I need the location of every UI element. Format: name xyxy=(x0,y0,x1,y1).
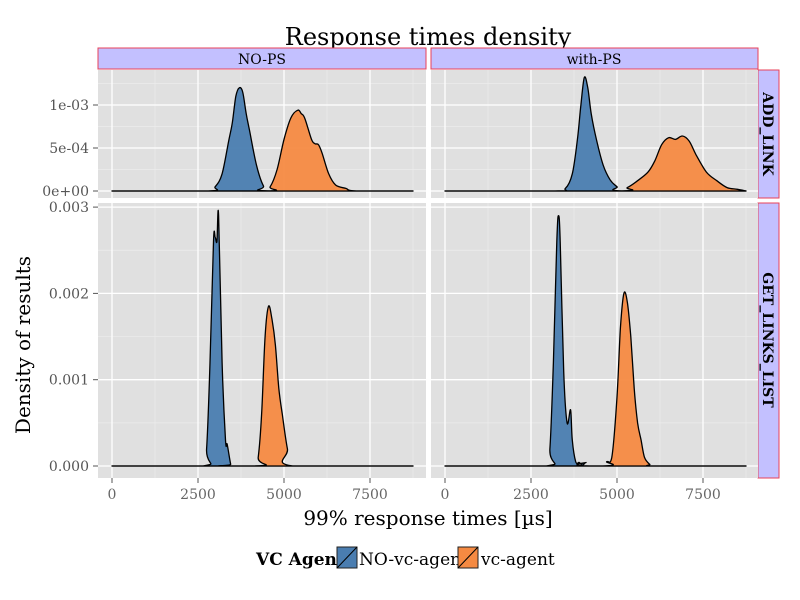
legend-key-slash xyxy=(457,546,479,569)
density-area-vc-agent xyxy=(444,291,747,467)
x-tick-label: 5000 xyxy=(599,487,635,503)
y-tick-label: 0.003 xyxy=(49,200,89,216)
density-area-no-vc-agent xyxy=(444,76,747,192)
x-tick-label: 7500 xyxy=(352,487,388,503)
facet-strip-label-col-0: NO-PS xyxy=(238,52,286,68)
chart-title: Response times density xyxy=(285,23,572,51)
panel-background xyxy=(98,70,426,198)
panel-add_link-with-ps xyxy=(431,70,758,198)
density-area-vc-agent xyxy=(444,135,747,192)
y-axis-label: Density of results xyxy=(11,256,35,434)
density-area-no-vc-agent xyxy=(111,209,414,467)
x-tick-label: 0 xyxy=(108,487,117,503)
facet-strip-col-0 xyxy=(97,47,427,70)
legend-label-vc-agent: vc-agent xyxy=(480,550,555,570)
facet-strip-label-row-0: ADD_LINK xyxy=(759,91,775,176)
density-area-no-vc-agent xyxy=(111,86,414,192)
y-tick-label: 1e-03 xyxy=(49,98,89,114)
facet-strip-label-col-1: with-PS xyxy=(567,52,622,68)
facet-strip-label-row-1: GET_LINKS_LIST xyxy=(759,272,775,408)
density-area-vc-agent xyxy=(111,305,414,467)
panel-background xyxy=(431,203,758,478)
density-area-vc-agent xyxy=(111,109,414,192)
y-tick-label: 0e+00 xyxy=(42,184,89,200)
y-tick-label: 5e-04 xyxy=(49,141,89,157)
legend-label-no-vc-agent: NO-vc-agent xyxy=(359,550,468,570)
facet-strip-col-1 xyxy=(430,47,759,70)
density-area-no-vc-agent xyxy=(444,215,747,467)
panel-get_links_list-no-ps xyxy=(98,203,426,478)
x-tick-label: 2500 xyxy=(513,487,549,503)
panel-add_link-no-ps xyxy=(98,70,426,198)
x-tick-label: 5000 xyxy=(266,487,302,503)
y-tick-label: 0.000 xyxy=(49,459,89,475)
x-axis-label: 99% response times [µs] xyxy=(303,506,552,530)
panel-get_links_list-with-ps xyxy=(431,203,758,478)
legend-item-vc-agent: vc-agent xyxy=(457,546,555,570)
x-tick-label: 2500 xyxy=(180,487,216,503)
legend-title: VC Agent xyxy=(255,550,345,570)
legend-key-slash xyxy=(336,546,358,569)
y-tick-label: 0.002 xyxy=(49,286,89,302)
legend-item-no-vc-agent: NO-vc-agent xyxy=(336,546,468,570)
x-tick-label: 0 xyxy=(441,487,450,503)
y-tick-label: 0.001 xyxy=(49,373,89,389)
x-tick-label: 7500 xyxy=(685,487,721,503)
